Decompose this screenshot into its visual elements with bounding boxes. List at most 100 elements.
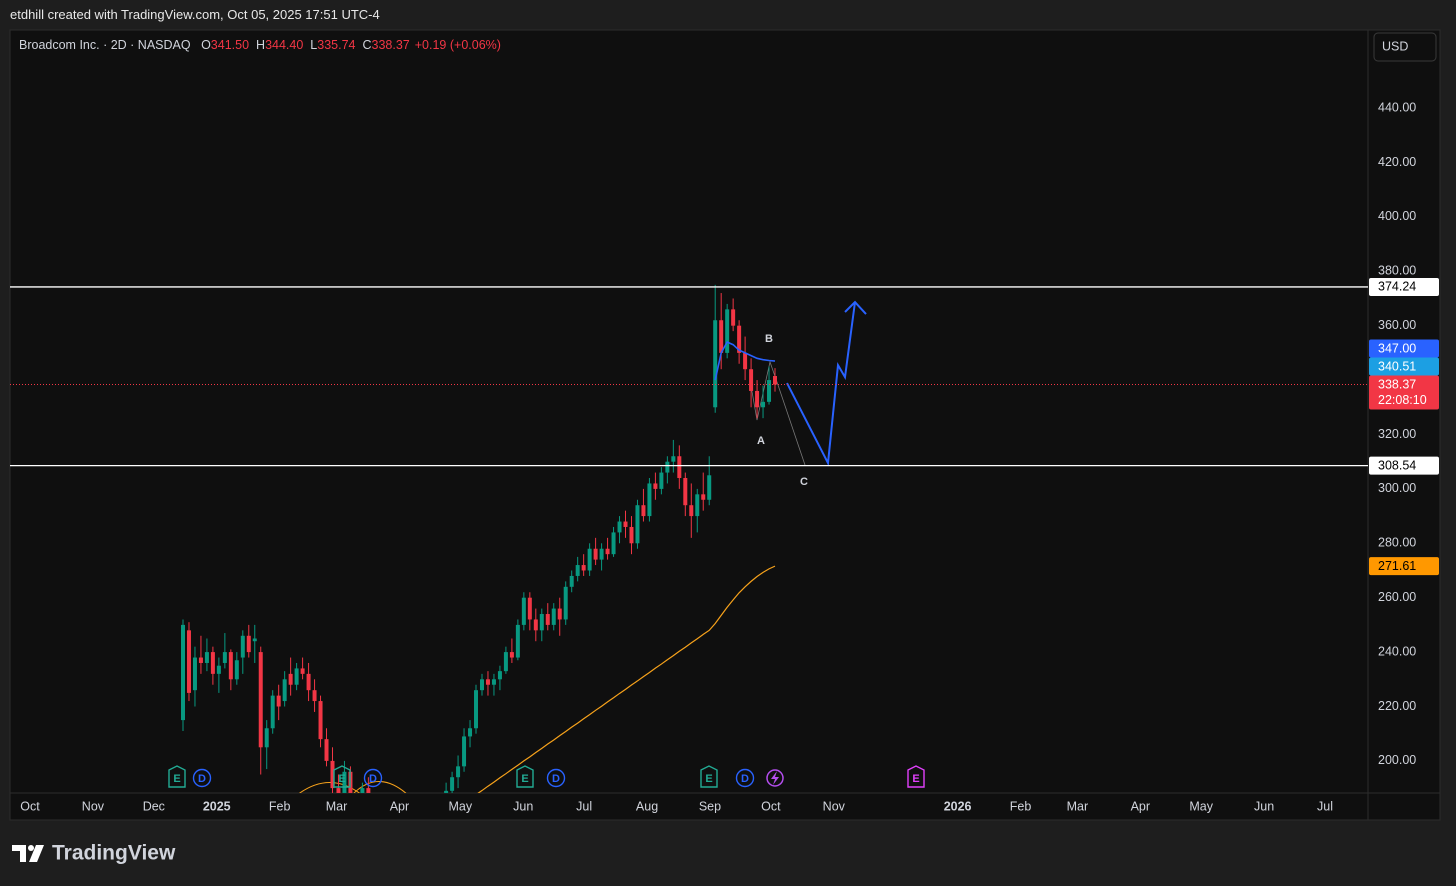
ohlc-key: C — [362, 38, 372, 52]
y-tick-label: 240.00 — [1378, 644, 1416, 658]
x-tick-label: Sep — [699, 799, 721, 813]
event-label: D — [552, 773, 560, 785]
price-label-box — [1369, 557, 1439, 576]
candle-body — [282, 679, 287, 702]
header: etdhill created with TradingView.com, Oc… — [10, 7, 380, 22]
candle-body — [503, 652, 508, 672]
candle-body — [485, 679, 490, 685]
candle-body — [426, 843, 430, 857]
candle-body — [713, 320, 718, 408]
candle-body — [575, 565, 580, 576]
candle-body — [515, 624, 520, 658]
candle-body — [468, 728, 473, 737]
x-tick-label: 2025 — [203, 799, 231, 813]
ohlc-key: L — [310, 38, 318, 52]
candle-body — [450, 777, 455, 791]
candle-body — [593, 548, 598, 560]
candle-body — [533, 619, 538, 631]
x-tick-label: Dec — [143, 799, 165, 813]
candle-body — [324, 739, 329, 761]
price-label-box — [1369, 357, 1439, 376]
ohlc-value: 335.74 — [317, 38, 356, 52]
countdown: 22:08:10 — [1378, 393, 1427, 407]
candle-body — [545, 614, 550, 625]
price-label: 271.61 — [1378, 559, 1416, 573]
event-label: E — [338, 773, 345, 785]
currency-button[interactable] — [1373, 32, 1437, 62]
candle-body — [181, 624, 185, 721]
event-label: D — [198, 773, 206, 785]
event-label: E — [912, 773, 919, 785]
candle-body — [617, 521, 622, 533]
y-tick-label: 300.00 — [1378, 481, 1416, 495]
candle-body — [557, 608, 562, 620]
x-tick-label: Oct — [761, 799, 781, 813]
candle-body — [497, 671, 502, 680]
candle-body — [653, 483, 658, 489]
candle-body — [647, 483, 652, 517]
candle-body — [318, 701, 323, 740]
candle-body — [294, 668, 299, 685]
event-badge — [363, 768, 383, 788]
candle-body — [342, 771, 347, 793]
ohlc-value: 344.40 — [265, 38, 304, 52]
candle-body — [737, 325, 742, 353]
candle-body — [551, 608, 556, 625]
brand-logo — [12, 845, 44, 862]
candle-body — [300, 668, 305, 674]
chart-panel — [9, 29, 1441, 821]
candle-body — [390, 843, 394, 857]
y-tick-label: 320.00 — [1378, 427, 1416, 441]
event-label: E — [705, 773, 712, 785]
candle-body — [623, 521, 628, 527]
projection — [786, 301, 856, 467]
event-badge — [907, 765, 925, 788]
candle-body — [611, 532, 616, 555]
brand-name: TradingView — [52, 842, 176, 865]
x-tick-label: Jul — [1317, 799, 1333, 813]
plot-area — [181, 284, 867, 886]
candle-body — [671, 456, 676, 462]
event-badge — [700, 765, 718, 788]
candle-body — [755, 390, 760, 408]
x-tick-label: May — [1189, 799, 1213, 813]
y-tick-label: 380.00 — [1378, 264, 1416, 278]
x-tick-label: Mar — [1067, 799, 1089, 813]
ohlc-key: O — [201, 38, 211, 52]
candle-body — [767, 380, 772, 402]
price-label: 347.00 — [1378, 341, 1416, 355]
x-tick-label: Feb — [1010, 799, 1032, 813]
candle-body — [456, 766, 461, 778]
candle-body — [198, 657, 203, 663]
candle-body — [581, 565, 586, 571]
legend: Broadcom Inc. · 2D · NASDAQ O341.50 H344.… — [19, 38, 501, 52]
y-tick-label: 200.00 — [1378, 753, 1416, 767]
price-label-box — [1369, 277, 1439, 296]
currency[interactable]: USD — [1382, 39, 1408, 53]
candle-body — [402, 853, 406, 886]
candle-body — [527, 597, 532, 620]
event-badge — [516, 765, 534, 788]
event-label: E — [173, 773, 180, 785]
price-label: 308.54 — [1378, 458, 1416, 472]
candle-body — [258, 652, 263, 748]
price-label-box — [1369, 339, 1439, 358]
event-label: E — [521, 773, 528, 785]
candle-body — [731, 309, 736, 326]
candle-body — [641, 505, 646, 517]
candle-body — [701, 494, 706, 500]
candle-body — [474, 690, 479, 729]
candle-body — [479, 679, 484, 691]
x-tick-label: Nov — [82, 799, 105, 813]
y-tick-label: 440.00 — [1378, 100, 1416, 114]
x-tick-label: Mar — [326, 799, 348, 813]
y-tick-label: 420.00 — [1378, 155, 1416, 169]
ohlc-value: 338.37 — [371, 38, 410, 52]
candle-body — [204, 652, 209, 663]
candle-body — [414, 870, 418, 886]
annotation: A — [757, 435, 765, 447]
candle-body — [749, 369, 754, 391]
wave-drawing — [749, 360, 806, 466]
x-tick-label: Oct — [20, 799, 40, 813]
